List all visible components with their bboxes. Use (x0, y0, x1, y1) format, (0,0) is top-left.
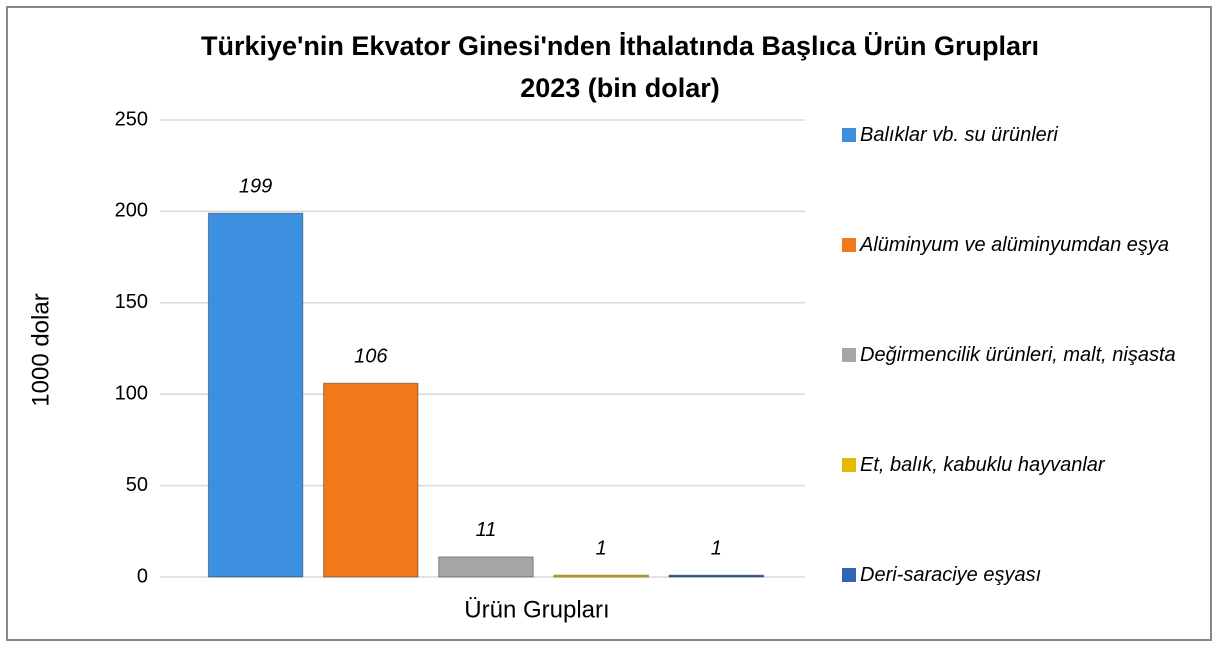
y-tick-label: 0 (137, 565, 148, 587)
data-label: 11 (476, 519, 497, 541)
y-tick-label: 150 (115, 291, 148, 313)
legend-swatch (842, 238, 856, 252)
chart-title: 2023 (bin dolar) (520, 73, 720, 103)
legend-swatch (842, 348, 856, 362)
legend-entry: Değirmencilik ürünleri, malt, nişasta (842, 340, 1192, 370)
legend-label: Et, balık, kabuklu hayvanlar (860, 454, 1105, 476)
y-tick-label: 250 (115, 108, 148, 130)
chart-title: Türkiye'nin Ekvator Ginesi'nden İthalatı… (201, 31, 1039, 61)
frame (6, 6, 1212, 641)
y-tick-label: 50 (126, 474, 148, 496)
legend-entry: Deri-saraciye eşyası (842, 560, 1192, 590)
data-label: 1 (596, 537, 607, 559)
data-label: 106 (354, 346, 388, 368)
data-label: 1 (711, 537, 722, 559)
bar (668, 574, 765, 578)
data-label: 199 (239, 176, 272, 198)
legend-entry: Et, balık, kabuklu hayvanlar (842, 450, 1192, 480)
bar (438, 556, 534, 578)
y-tick-label: 100 (115, 382, 148, 404)
x-axis-label: Ürün Grupları (464, 596, 609, 623)
legend-swatch (842, 128, 856, 142)
legend-label: Değirmencilik ürünleri, malt, nişasta (860, 344, 1176, 366)
legend-label: Deri-saraciye eşyası (860, 564, 1042, 586)
legend-entry: Alüminyum ve alüminyumdan eşya (842, 230, 1192, 260)
legend-swatch (842, 568, 856, 582)
bar (553, 574, 649, 578)
bar (207, 212, 304, 578)
legend: Balıklar vb. su ürünleri Alüminyum ve alü… (842, 120, 1192, 590)
bar (323, 382, 419, 578)
legend-label: Alüminyum ve alüminyumdan eşya (860, 234, 1170, 256)
legend-swatch (842, 458, 856, 472)
y-tick-label: 200 (115, 200, 148, 222)
y-axis-label: 1000 dolar (27, 293, 54, 406)
legend-label: Balıklar vb. su ürünleri (860, 124, 1058, 146)
legend-entry: Balıklar vb. su ürünleri (842, 120, 1192, 150)
